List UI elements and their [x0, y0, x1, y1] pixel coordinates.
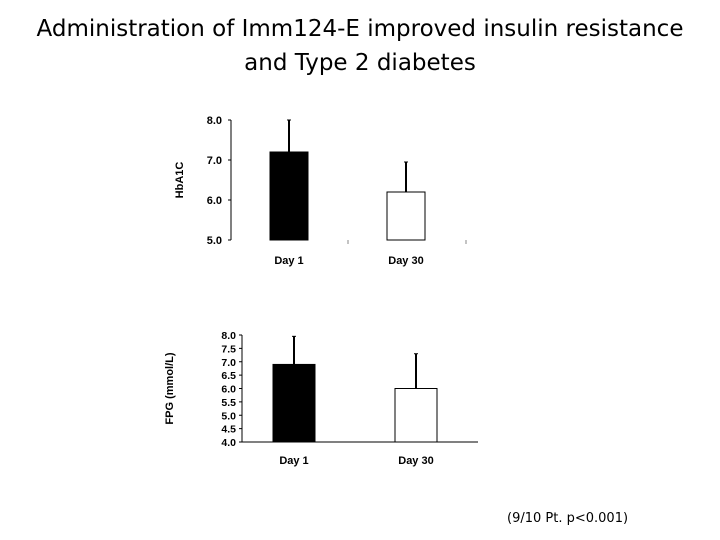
hba1c-category-label: Day 1	[274, 255, 303, 267]
footnote: (9/10 Pt. p<0.001)	[507, 511, 629, 526]
hba1c-y-tick-label: 8.0	[207, 115, 222, 127]
fpg-y-tick-label: 6.5	[221, 370, 236, 382]
hba1c-bar-day-1	[269, 151, 309, 241]
fpg-y-tick-label: 7.5	[221, 343, 236, 355]
hba1c-category-label: Day 30	[388, 255, 423, 267]
fpg-y-tick-label: 4.5	[221, 424, 236, 436]
hba1c-y-axis-label: HbA1C	[174, 162, 186, 199]
fpg-category-label: Day 30	[398, 455, 433, 467]
hba1c-y-tick-label: 6.0	[207, 195, 222, 207]
title-line-2: and Type 2 diabetes	[244, 50, 476, 76]
fpg-y-tick-label: 8.0	[221, 330, 236, 342]
fpg-y-tick-label: 4.0	[221, 437, 236, 449]
fpg-y-tick-label: 5.5	[221, 397, 236, 409]
fpg-category-label: Day 1	[279, 455, 308, 467]
hba1c-y-tick-label: 5.0	[207, 235, 222, 247]
fpg-y-tick-label: 7.0	[221, 357, 236, 369]
hba1c-bar-day-30	[386, 191, 426, 241]
fpg-bar-day-1	[272, 363, 316, 443]
fpg-y-tick-label: 5.0	[221, 410, 236, 422]
fpg-y-axis-label: FPG (mmol/L)	[164, 352, 176, 424]
fpg-bar-day-30	[394, 388, 438, 443]
hba1c-y-tick-label: 7.0	[207, 155, 222, 167]
title-line-1: Administration of Imm124-E improved insu…	[36, 16, 684, 42]
slide-title: Administration of Imm124-E improved insu…	[0, 12, 720, 80]
fpg-y-tick-label: 6.0	[221, 384, 236, 396]
